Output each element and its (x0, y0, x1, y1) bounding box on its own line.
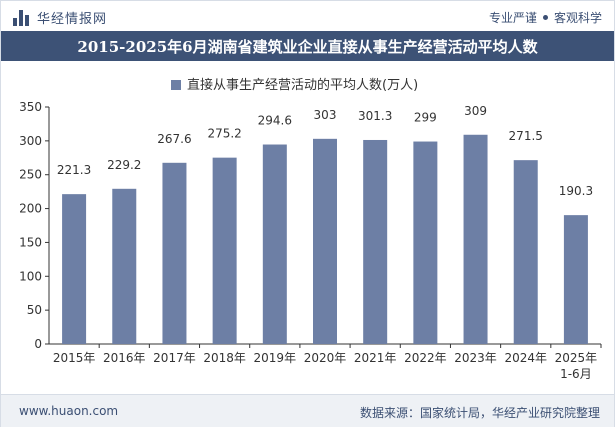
bar (363, 139, 388, 344)
slogan: 专业严谨 客观科学 (489, 9, 602, 26)
footer: www.huaon.com 数据来源：国家统计局，华经产业研究院整理 (1, 394, 614, 427)
data-label: 229.2 (107, 158, 141, 172)
x-tick-label: 2018年 (203, 351, 246, 365)
x-tick-label: 2025年 1-6月 (555, 351, 598, 381)
bar (513, 160, 538, 344)
bar (212, 157, 237, 344)
legend-swatch (171, 80, 181, 90)
data-labels: 221.3 229.2 267.6 275.2 294.6 303 301.3 299 309 2… (57, 104, 593, 198)
x-tick-label: 2022年 (404, 351, 447, 365)
data-label: 267.6 (157, 132, 191, 146)
y-tick-label: 0 (34, 337, 42, 351)
x-tick-label: 2019年 (254, 351, 297, 365)
data-label: 221.3 (57, 163, 91, 177)
slogan-left: 专业严谨 (488, 11, 537, 25)
x-tick-label: 2021年 (354, 351, 397, 365)
y-tick-label: 200 (19, 202, 42, 216)
bar (162, 162, 187, 344)
x-tick-label: 2023年 (454, 351, 497, 365)
bar (62, 194, 87, 344)
bar (313, 138, 337, 344)
top-bar: 华经情报网 专业严谨 客观科学 (1, 1, 614, 31)
data-label: 299 (414, 111, 437, 125)
legend: 直接从事生产经营活动的平均人数(万人) (171, 77, 418, 93)
x-tick-label: 2015年 (53, 351, 96, 365)
footer-url[interactable]: www.huaon.com (19, 404, 119, 418)
bar (262, 144, 287, 344)
x-tick-label: 2020年 (304, 351, 347, 365)
dot-icon (542, 15, 548, 20)
bar-chart: 直接从事生产经营活动的平均人数(万人) 0 50 100 150 200 250 300 35… (19, 77, 602, 381)
legend-label: 直接从事生产经营活动的平均人数(万人) (187, 77, 418, 93)
data-label: 294.6 (258, 114, 292, 128)
data-label: 303 (314, 108, 337, 122)
x-tick-labels: 2015年 2016年 2017年 2018年 2019年 2020年 2021年 2022年… (53, 344, 602, 381)
y-tick-label: 50 (27, 303, 42, 317)
y-tick-label: 150 (19, 235, 42, 249)
y-tick-label: 300 (19, 134, 42, 148)
axes: 0 50 100 150 200 250 300 350 (19, 100, 601, 351)
x-tick-label: 2016年 (103, 351, 146, 365)
bar (463, 134, 488, 344)
y-tick-label: 250 (19, 168, 42, 182)
x-tick-label: 2017年 (153, 351, 196, 365)
bar (413, 141, 438, 344)
chart-title: 2015-2025年6月湖南省建筑业企业直接从事生产经营活动平均人数 (77, 37, 538, 56)
logo: 华经情报网 (13, 8, 107, 27)
slogan-right: 客观科学 (553, 11, 602, 25)
data-label: 309 (464, 104, 487, 118)
bar (563, 215, 588, 344)
bar (112, 188, 137, 344)
logo-text: 华经情报网 (37, 12, 108, 27)
bars (62, 134, 588, 344)
data-label: 301.3 (358, 109, 392, 123)
title-bar: 2015-2025年6月湖南省建筑业企业直接从事生产经营活动平均人数 (1, 31, 614, 61)
x-tick-label: 2024年 (504, 351, 547, 365)
bar-chart-logo-icon (13, 9, 31, 26)
data-label: 275.2 (207, 127, 241, 141)
y-tick-label: 100 (19, 269, 42, 283)
footer-source: 数据来源：国家统计局，华经产业研究院整理 (359, 406, 600, 420)
data-label: 190.3 (559, 184, 593, 198)
data-label: 271.5 (509, 129, 543, 143)
y-tick-label: 350 (19, 100, 42, 114)
